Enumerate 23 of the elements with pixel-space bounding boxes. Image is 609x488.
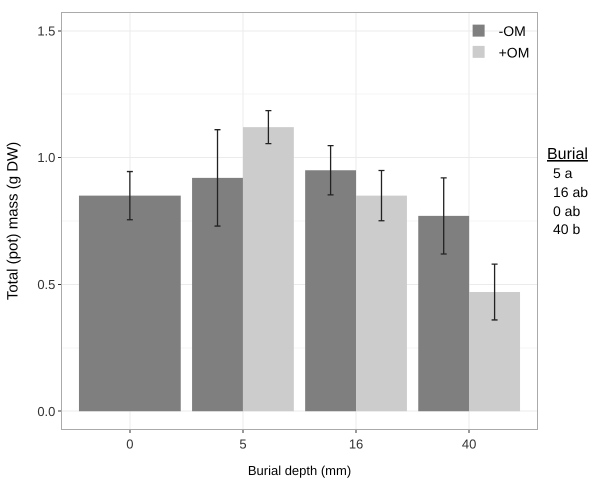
y-tick-label: 1.5: [37, 23, 56, 38]
text: Burial: [547, 146, 588, 163]
x-tick-label: 0: [126, 436, 134, 452]
y-tick-label: 1.0: [37, 150, 56, 166]
bar: [469, 292, 520, 412]
bar: [418, 216, 470, 412]
x-tick-label: 40: [462, 436, 476, 452]
y-axis-title: Total (pot) mass (g DW): [4, 142, 22, 300]
text: 16 ab: [553, 184, 588, 200]
bar: [242, 127, 294, 412]
text: 5 a: [553, 165, 573, 181]
text: 0 ab: [553, 203, 580, 219]
x-tick-label: 5: [239, 436, 247, 452]
bar: [305, 170, 356, 412]
bar: [192, 178, 243, 412]
x-axis-title: Burial depth (mm): [248, 463, 352, 478]
y-tick-label: 0.0: [37, 404, 56, 419]
y-tick-label: 0.5: [37, 276, 56, 292]
x-tick-label: 16: [348, 436, 364, 452]
legend-label: -OM: [498, 23, 526, 40]
legend-label: +OM: [498, 44, 530, 60]
text: 40 b: [553, 221, 580, 237]
bar: [356, 196, 407, 412]
